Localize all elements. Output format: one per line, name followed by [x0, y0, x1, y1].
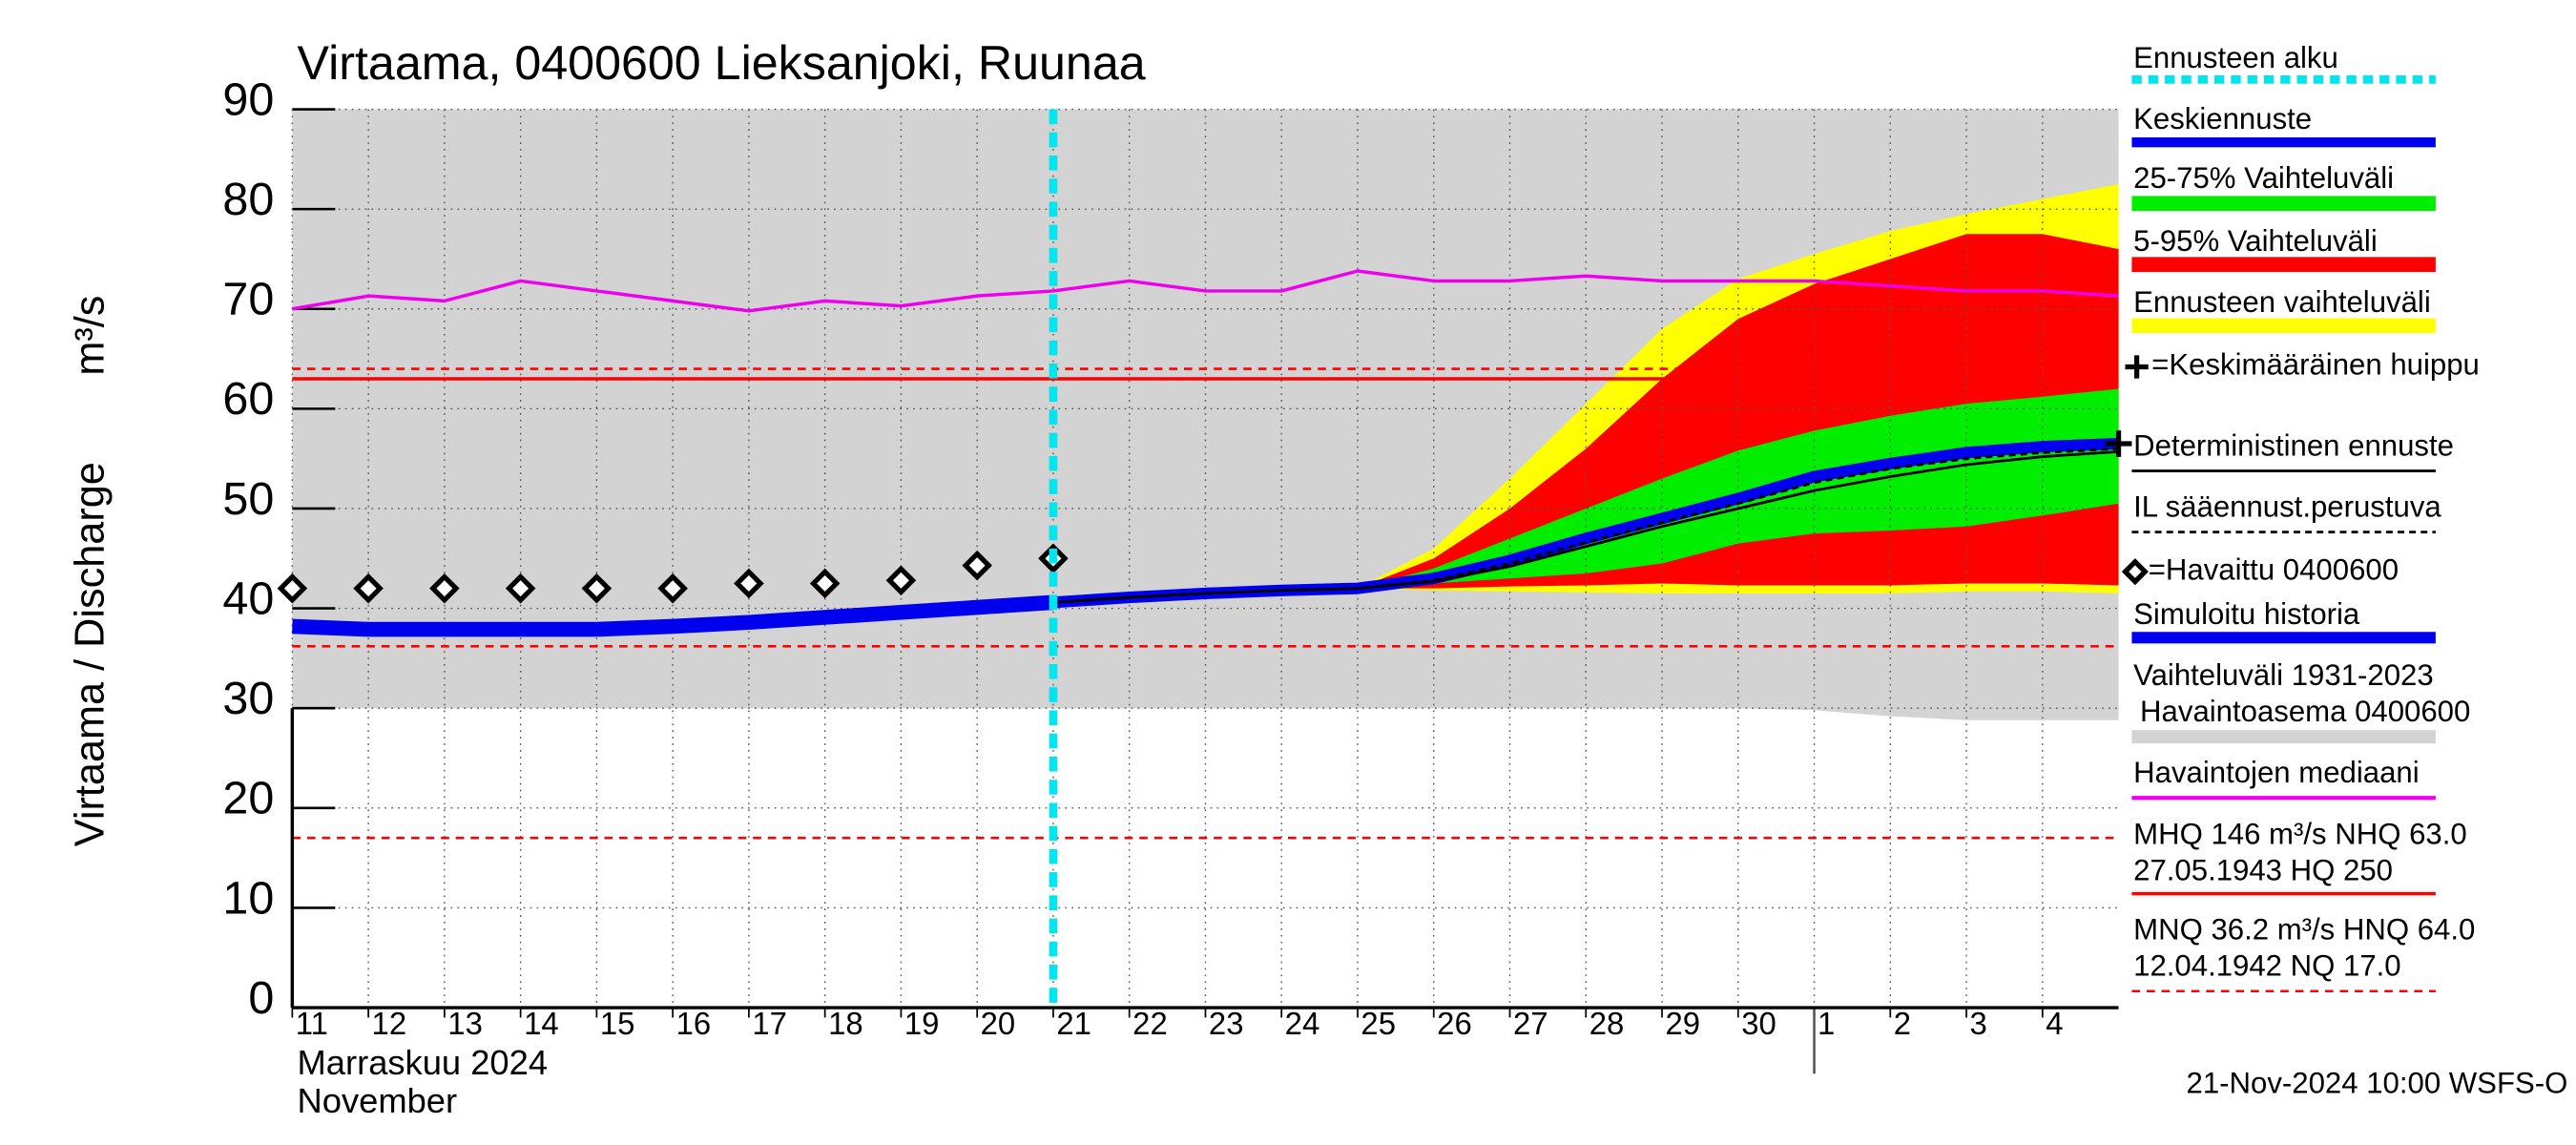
legend-marker [2121, 558, 2149, 586]
legend-label: Havaintojen mediaani [2133, 756, 2420, 789]
x-tick-label: 23 [1209, 1006, 1244, 1041]
footer: 21-Nov-2024 10:00 WSFS-O [2187, 1067, 2568, 1100]
x-tick-label: 4 [2046, 1006, 2063, 1041]
y-tick-label: 60 [222, 373, 274, 425]
legend-label: Vaihteluväli 1931-2023 [2133, 658, 2434, 692]
y-tick-label: 90 [222, 73, 274, 125]
legend-label: MHQ 146 m³/s NHQ 63.0 [2133, 817, 2467, 850]
observation [277, 572, 308, 604]
band [1357, 388, 2119, 589]
x-tick-label: 26 [1437, 1006, 1472, 1041]
legend: Ennusteen alku Keskiennuste 25-75% Vaihtel… [2121, 41, 2480, 993]
x-tick-label: 16 [676, 1006, 712, 1041]
x-tick-label: 15 [600, 1006, 635, 1041]
y-tick-label: 40 [222, 572, 274, 624]
observation [734, 568, 764, 599]
x-tick-label: 22 [1132, 1006, 1168, 1041]
legend-label: Ennusteen vaihteluväli [2133, 285, 2431, 319]
series-line [292, 594, 1054, 637]
legend-label: =Keskimääräinen huippu [2151, 348, 2480, 382]
observation [505, 572, 536, 604]
x-tick-label: 18 [828, 1006, 863, 1041]
x-tick-label: 21 [1056, 1006, 1091, 1041]
observation [353, 572, 384, 604]
legend-label: Simuloitu historia [2133, 597, 2360, 631]
y-tick-label: 20 [222, 773, 274, 824]
series-line [1052, 449, 2119, 604]
x-tick-label: 2 [1894, 1006, 1911, 1041]
y-tick-label: 0 [248, 972, 274, 1024]
plot-area [277, 108, 2132, 1074]
x-tick-label: 27 [1513, 1006, 1548, 1041]
legend-label: Havaintoasema 0400600 [2140, 695, 2470, 728]
legend-label: 12.04.1942 NQ 17.0 [2133, 949, 2400, 983]
observation [429, 572, 460, 604]
y-tick-label: 70 [222, 274, 274, 325]
x-tick-label: 29 [1665, 1006, 1700, 1041]
x-tick-label: 13 [447, 1006, 483, 1041]
x-tick-label: 12 [372, 1006, 407, 1041]
observation [581, 572, 613, 604]
x-tick-label: 19 [904, 1006, 940, 1041]
legend-label: MNQ 36.2 m³/s HNQ 64.0 [2133, 913, 2475, 947]
legend-label: IL sääennust.perustuva [2133, 490, 2441, 524]
month-label: November [298, 1081, 458, 1120]
observation [657, 572, 688, 604]
observation [885, 565, 917, 596]
x-tick-label: 28 [1589, 1006, 1625, 1041]
legend-label: 27.05.1943 HQ 250 [2133, 853, 2393, 886]
peak-marker [2105, 430, 2132, 457]
y-tick-label: 80 [222, 174, 274, 225]
legend-label: Deterministinen ennuste [2133, 429, 2454, 463]
observation [809, 568, 841, 599]
x-tick-label: 30 [1741, 1006, 1776, 1041]
y-tick-label: 50 [222, 473, 274, 525]
series-line [292, 269, 2119, 313]
legend-label: Ennusteen alku [2133, 41, 2338, 74]
chart-title: Virtaama, 0400600 Lieksanjoki, Ruunaa [298, 36, 1146, 90]
x-tick-label: 1 [1818, 1006, 1835, 1041]
x-tick-label: 14 [524, 1006, 559, 1041]
y-axis-label: Virtaama / Discharge [67, 462, 113, 846]
y-tick-label: 30 [222, 673, 274, 724]
x-tick-label: 3 [1970, 1006, 1987, 1041]
x-tick-label: 11 [296, 1006, 328, 1041]
legend-marker [2125, 355, 2149, 379]
x-tick-label: 20 [981, 1006, 1016, 1041]
month-label: Marraskuu 2024 [298, 1043, 549, 1082]
x-tick-label: 17 [752, 1006, 787, 1041]
x-tick-label: 25 [1361, 1006, 1396, 1041]
y-axis-unit: m³/s [67, 296, 113, 376]
legend-label: 25-75% Vaihteluväli [2133, 161, 2394, 195]
y-tick-label: 10 [222, 872, 274, 924]
legend-label: =Havaittu 0400600 [2149, 552, 2399, 586]
x-tick-label: 24 [1285, 1006, 1320, 1041]
legend-label: 5-95% Vaihteluväli [2133, 224, 2378, 258]
legend-label: Keskiennuste [2133, 102, 2312, 135]
observation [962, 550, 992, 581]
